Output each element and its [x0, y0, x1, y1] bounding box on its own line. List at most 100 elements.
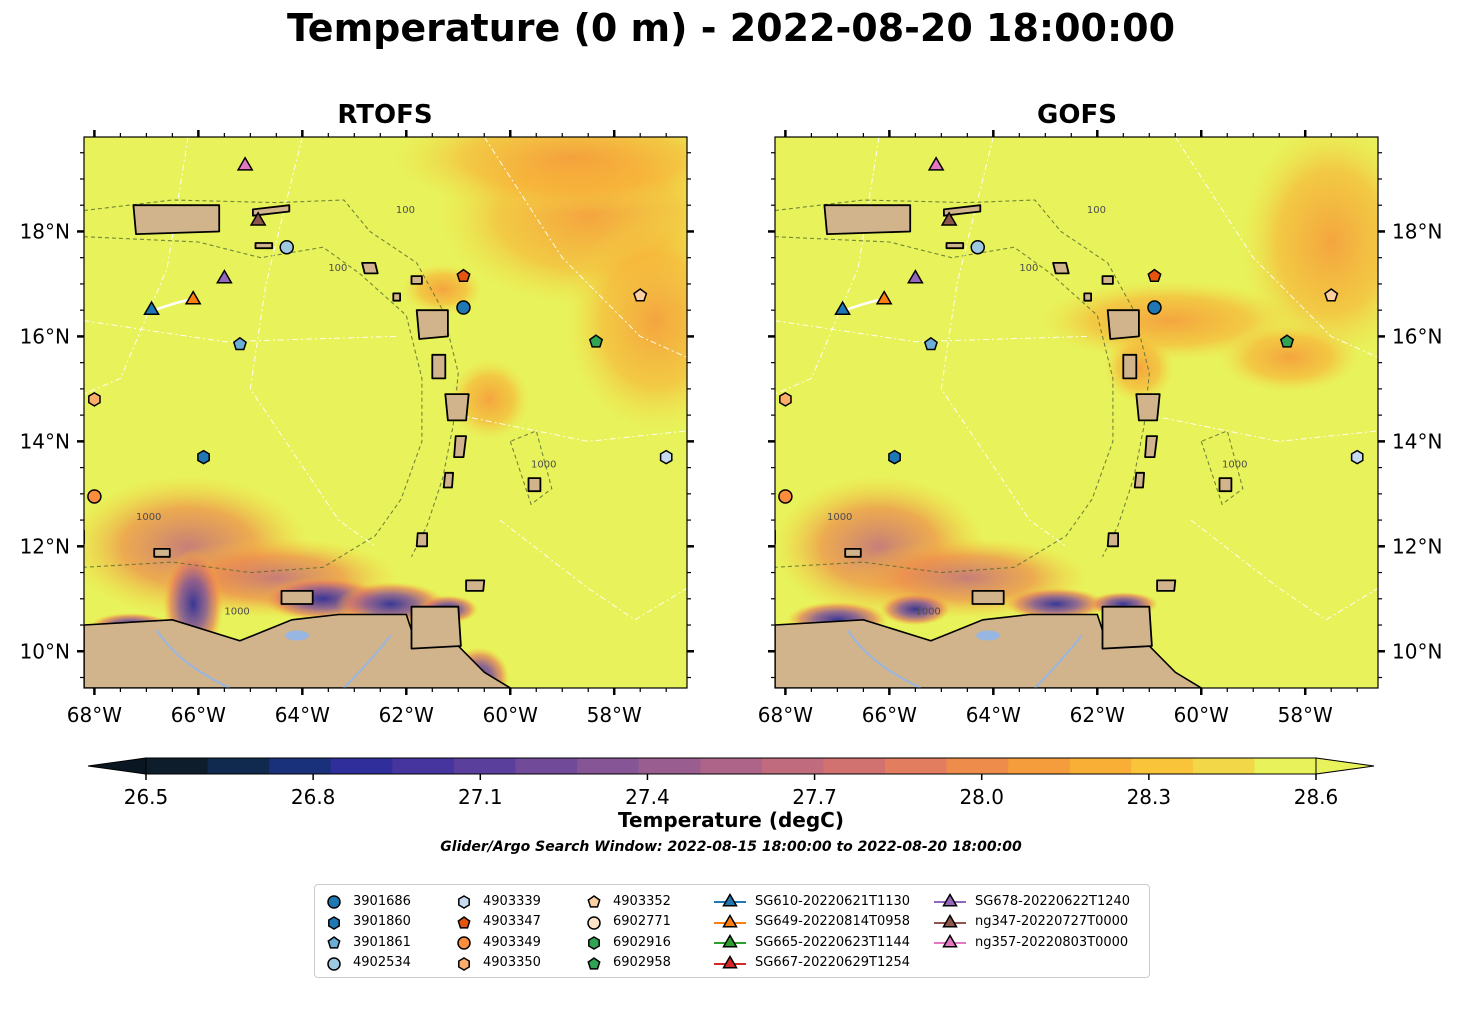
obs-marker-SG649-20220814T0958 — [184, 290, 202, 305]
colorbar-tick-label: 27.1 — [458, 785, 503, 809]
legend-label: ng357-20220803T0000 — [975, 934, 1129, 950]
map-panel-rtofs: 100 100 1000 1000 1000 68°W 66°W 64°W 62°W 60°W 58… — [20, 130, 694, 727]
legend-label: 4903349 — [483, 934, 541, 950]
legend-item: 3901860 — [323, 912, 411, 933]
island-st-lucia — [1144, 435, 1158, 458]
obs-marker-SG610-20220621T1130 — [143, 300, 160, 315]
legend-swatch — [327, 895, 341, 909]
lon-tick-label: 60°W — [1174, 703, 1229, 727]
map-panel-gofs: 100 100 1000 1000 1000 68°W 66°W 64°W 62°W 60°W 58… — [758, 130, 1442, 727]
obs-marker-6902958 — [1279, 334, 1295, 348]
island-trinidad — [1101, 605, 1153, 650]
legend-column: 3901686 3901860 3901861 4902534 — [323, 891, 411, 973]
contour-label: 100 — [1019, 263, 1038, 274]
hexagon-marker-icon — [328, 915, 340, 930]
lon-tick-label: 62°W — [379, 703, 434, 727]
hexagon-marker-icon — [588, 936, 600, 951]
figure-title: Temperature (0 m) - 2022-08-20 18:00:00 — [286, 6, 1176, 50]
legend-item: 4903350 — [453, 953, 541, 974]
contour-label: 1000 — [136, 512, 161, 523]
island-st-vincent — [442, 471, 454, 489]
legend-item: ng347-20220727T0000 — [933, 912, 1130, 933]
obs-marker-ng347-20220727T0000 — [940, 211, 958, 226]
legend-label: SG665-20220623T1144 — [755, 934, 911, 950]
legend-swatch — [942, 913, 958, 928]
colorbar-tick-label: 26.5 — [124, 785, 169, 809]
obs-marker-4903349 — [87, 489, 102, 504]
legend-item: SG665-20220623T1144 — [713, 932, 910, 953]
legend-label: 3901686 — [353, 893, 411, 909]
search-window-caption: Glider/Argo Search Window: 2022-08-15 18… — [440, 839, 1022, 855]
colorbar-segment — [207, 758, 270, 774]
island-martinique — [1135, 393, 1161, 422]
island-grenada — [415, 532, 428, 548]
contour-label: 100 — [396, 205, 415, 216]
island-tobago — [465, 579, 486, 592]
island-st-croix — [945, 242, 965, 250]
circle-marker-icon — [327, 895, 341, 909]
legend-label: SG678-20220622T1240 — [975, 893, 1131, 909]
legend-label: 4903347 — [483, 914, 541, 930]
colorbar-segment — [1008, 758, 1071, 774]
hexagon-marker-icon — [458, 956, 470, 971]
obs-marker-SG678-20220622T1240 — [215, 269, 233, 284]
colorbar-segment — [884, 758, 948, 774]
island-antigua — [1101, 275, 1114, 285]
colorbar-tick-label: 28.0 — [959, 785, 1004, 809]
obs-marker-4903339 — [659, 449, 673, 465]
legend-label: 6902771 — [613, 914, 671, 930]
obs-marker-4903347 — [456, 268, 471, 283]
legend-swatch — [587, 956, 601, 970]
legend-column: 4903352 6902771 6902916 6902958 — [583, 891, 671, 973]
colorbar-tick-label: 28.6 — [1294, 785, 1339, 809]
lon-tick-label: 60°W — [483, 703, 538, 727]
island-los-roques — [844, 548, 862, 558]
island-margarita — [280, 590, 314, 605]
legend-swatch — [722, 913, 738, 928]
island-trinidad — [410, 605, 462, 650]
legend-swatch — [328, 915, 340, 930]
legend-item: 4903352 — [583, 891, 671, 912]
colorbar: 26.5 26.8 27.1 27.4 27.7 28.0 28.3 28.6 — [87, 757, 1375, 809]
legend-label: 4903350 — [483, 955, 541, 971]
legend-item: 6902771 — [583, 912, 671, 933]
legend-label: SG649-20220814T0958 — [755, 914, 911, 930]
lon-tick-label: 66°W — [171, 703, 226, 727]
legend-label: 3901861 — [353, 934, 411, 950]
legend-item: ng357-20220803T0000 — [933, 932, 1130, 953]
colorbar-segment — [577, 758, 640, 774]
obs-marker-6902958 — [588, 334, 604, 348]
legend-swatch — [722, 954, 738, 969]
obs-marker-3901686 — [1147, 300, 1162, 315]
obs-marker-3901861 — [923, 336, 938, 351]
island-bonaire — [84, 529, 85, 545]
legend-label: 3901860 — [353, 914, 411, 930]
colorbar-segment — [946, 758, 1009, 774]
legend-swatch — [327, 936, 341, 949]
contour-label: 100 — [1087, 205, 1106, 216]
obs-marker-4902534 — [279, 239, 294, 255]
legend-swatch — [457, 936, 471, 950]
contour-label: 1000 — [531, 460, 556, 471]
lat-tick-label: 14°N — [1392, 429, 1442, 453]
island-bonaire — [775, 529, 776, 545]
obs-marker-4902534 — [970, 239, 985, 255]
island-guadeloupe — [415, 309, 449, 340]
contour-label: 1000 — [224, 607, 249, 618]
island-puerto-rico — [823, 204, 912, 235]
legend-label: 6902916 — [613, 934, 671, 950]
panel-title-rtofs: RTOFS — [337, 100, 433, 130]
depth-contour-1000 — [775, 236, 1114, 574]
triangle-marker-icon — [714, 913, 746, 928]
legend-item: 6902958 — [583, 953, 671, 974]
obs-marker-4903349 — [778, 489, 793, 504]
pentagon-marker-icon — [587, 895, 601, 908]
lat-tick-label: 12°N — [1392, 534, 1442, 558]
island-barbados — [527, 477, 542, 493]
contour-label: 1000 — [1222, 460, 1247, 471]
legend-column: SG610-20220621T1130 SG649-20220814T0958 SG… — [713, 891, 910, 973]
lon-tick-label: 58°W — [587, 703, 642, 727]
lat-tick-label: 18°N — [20, 219, 70, 243]
island-dominica — [1122, 353, 1138, 380]
lat-tick-label: 10°N — [1392, 639, 1442, 663]
